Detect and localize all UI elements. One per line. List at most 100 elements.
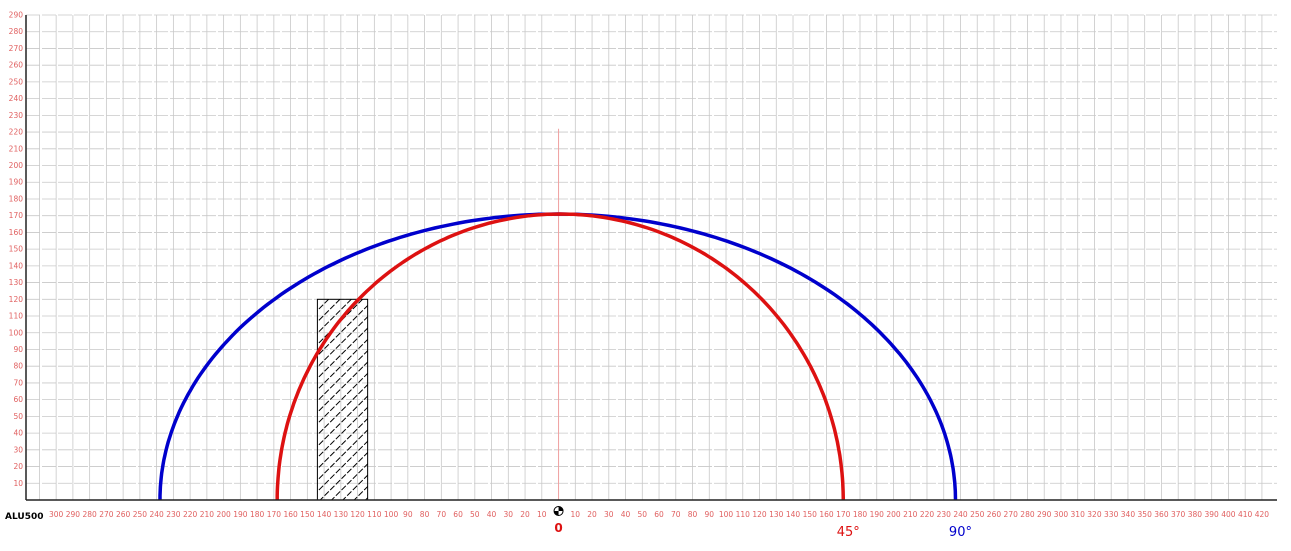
x-tick-label: 130 xyxy=(334,510,349,519)
y-tick-label: 280 xyxy=(9,27,24,36)
y-tick-label: 250 xyxy=(9,77,24,86)
x-tick-label: 300 xyxy=(49,510,64,519)
x-tick-label: 390 xyxy=(1205,510,1220,519)
y-tick-label: 210 xyxy=(9,144,24,153)
x-tick-label: 290 xyxy=(1037,510,1052,519)
x-tick-label: 40 xyxy=(487,510,497,519)
x-tick-label: 130 xyxy=(769,510,784,519)
x-tick-label: 180 xyxy=(853,510,868,519)
y-tick-label: 30 xyxy=(13,445,23,454)
x-tick-label: 250 xyxy=(133,510,148,519)
x-tick-label: 20 xyxy=(520,510,530,519)
x-tick-label: 400 xyxy=(1221,510,1236,519)
x-tick-label: 340 xyxy=(1121,510,1136,519)
x-tick-label: 60 xyxy=(453,510,463,519)
tick-labels: 1020304050607080901001101201301401501601… xyxy=(9,11,1270,520)
x-tick-label: 50 xyxy=(470,510,480,519)
x-tick-label: 270 xyxy=(99,510,114,519)
y-tick-label: 10 xyxy=(13,479,23,488)
x-tick-label: 90 xyxy=(705,510,715,519)
x-tick-label: 100 xyxy=(719,510,734,519)
x-tick-label: 190 xyxy=(233,510,248,519)
grid xyxy=(26,14,1277,500)
center-symbol-quadrant xyxy=(558,506,564,511)
x-tick-label: 140 xyxy=(786,510,801,519)
center-symbol-quadrant xyxy=(554,511,559,516)
x-tick-label: 60 xyxy=(654,510,664,519)
x-tick-label: 360 xyxy=(1154,510,1169,519)
y-tick-label: 260 xyxy=(9,61,24,70)
y-tick-label: 60 xyxy=(13,395,23,404)
x-tick-label: 260 xyxy=(116,510,131,519)
curves xyxy=(158,212,958,501)
x-tick-label: 100 xyxy=(384,510,399,519)
series-label-90: 90° xyxy=(949,525,972,540)
x-tick-label: 410 xyxy=(1238,510,1253,519)
x-tick-label: 110 xyxy=(367,510,382,519)
x-tick-label: 290 xyxy=(66,510,81,519)
x-tick-label: 240 xyxy=(149,510,164,519)
x-tick-label: 420 xyxy=(1255,510,1270,519)
x-tick-label: 160 xyxy=(283,510,298,519)
x-tick-label: 240 xyxy=(953,510,968,519)
x-tick-label: 380 xyxy=(1188,510,1203,519)
model-label: ALU500 xyxy=(5,512,43,522)
y-tick-label: 240 xyxy=(9,94,24,103)
obstacle-hatched-rect xyxy=(316,298,369,501)
x-tick-label: 370 xyxy=(1171,510,1186,519)
x-tick-label: 220 xyxy=(183,510,198,519)
x-tick-label: 310 xyxy=(1071,510,1086,519)
center-of-rotation-icon xyxy=(553,506,564,516)
x-tick-label: 30 xyxy=(504,510,514,519)
x-tick-label: 150 xyxy=(300,510,315,519)
x-tick-label: 210 xyxy=(200,510,215,519)
y-tick-label: 20 xyxy=(13,462,23,471)
x-tick-label: 320 xyxy=(1087,510,1102,519)
x-tick-label: 230 xyxy=(937,510,952,519)
x-tick-label: 150 xyxy=(803,510,818,519)
x-tick-label: 220 xyxy=(920,510,935,519)
x-tick-label: 80 xyxy=(688,510,698,519)
x-tick-label: 330 xyxy=(1104,510,1119,519)
x-tick-label: 170 xyxy=(267,510,282,519)
y-tick-label: 170 xyxy=(9,211,24,220)
series-label-45: 45° xyxy=(837,525,860,540)
series-curve-45 xyxy=(275,212,846,501)
x-tick-label: 10 xyxy=(537,510,547,519)
y-tick-label: 80 xyxy=(13,362,23,371)
x-tick-label: 350 xyxy=(1138,510,1153,519)
x-tick-label: 10 xyxy=(571,510,581,519)
x-tick-label: 280 xyxy=(82,510,97,519)
x-tick-label: 70 xyxy=(671,510,681,519)
y-tick-label: 200 xyxy=(9,161,24,170)
y-tick-label: 270 xyxy=(9,44,24,53)
x-tick-label: 160 xyxy=(819,510,834,519)
x-tick-label: 50 xyxy=(638,510,648,519)
x-tick-label: 90 xyxy=(403,510,413,519)
y-tick-label: 290 xyxy=(9,11,24,20)
x-tick-label: 200 xyxy=(216,510,231,519)
x-tick-label: 70 xyxy=(437,510,447,519)
y-tick-label: 40 xyxy=(13,429,23,438)
y-tick-label: 140 xyxy=(9,261,24,270)
x-tick-label: 20 xyxy=(587,510,597,519)
x-tick-label: 280 xyxy=(1020,510,1035,519)
x-tick-label: 200 xyxy=(886,510,901,519)
x-tick-label: 230 xyxy=(166,510,181,519)
y-tick-label: 50 xyxy=(13,412,23,421)
x-tick-label: 180 xyxy=(250,510,265,519)
x-tick-label: 190 xyxy=(870,510,885,519)
y-tick-label: 120 xyxy=(9,295,24,304)
y-tick-label: 110 xyxy=(9,312,24,321)
y-tick-label: 100 xyxy=(9,328,24,337)
y-tick-label: 230 xyxy=(9,111,24,120)
x-tick-label: 80 xyxy=(420,510,430,519)
y-tick-label: 150 xyxy=(9,245,24,254)
y-tick-label: 180 xyxy=(9,194,24,203)
center-zero-label: 0 xyxy=(554,521,562,535)
x-tick-label: 30 xyxy=(604,510,614,519)
x-tick-label: 300 xyxy=(1054,510,1069,519)
y-tick-label: 160 xyxy=(9,228,24,237)
y-tick-label: 190 xyxy=(9,178,24,187)
